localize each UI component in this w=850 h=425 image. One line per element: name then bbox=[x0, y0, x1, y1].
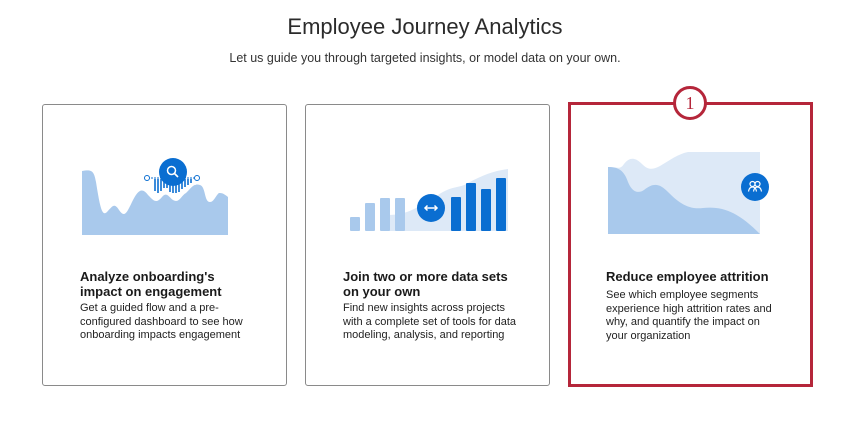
card-reduce-attrition[interactable]: Reduce employee attrition See which empl… bbox=[568, 102, 813, 387]
card-title: Reduce employee attrition bbox=[606, 269, 769, 284]
card-title: Join two or more data sets on your own bbox=[343, 269, 508, 299]
card-analyze-onboarding[interactable]: Analyze onboarding's impact on engagemen… bbox=[42, 104, 287, 386]
page-subtitle: Let us guide you through targeted insigh… bbox=[229, 51, 621, 65]
arrows-horizontal-icon bbox=[417, 194, 445, 222]
users-icon bbox=[741, 173, 769, 201]
card-join-data-sets[interactable]: Join two or more data sets on your own F… bbox=[305, 104, 550, 386]
search-icon bbox=[159, 158, 187, 186]
join-data-illustration bbox=[350, 169, 508, 231]
onboarding-chart-illustration bbox=[82, 170, 228, 235]
card-description: Find new insights across projects with a… bbox=[343, 302, 517, 341]
page-title: Employee Journey Analytics bbox=[287, 14, 563, 39]
card-description: See which employee segments experience h… bbox=[606, 289, 772, 342]
attrition-chart-illustration bbox=[608, 152, 760, 234]
card-description: Get a guided flow and a pre-configured d… bbox=[80, 302, 243, 341]
annotation-badge: 1 bbox=[673, 86, 707, 120]
card-title: Analyze onboarding's impact on engagemen… bbox=[80, 269, 222, 299]
